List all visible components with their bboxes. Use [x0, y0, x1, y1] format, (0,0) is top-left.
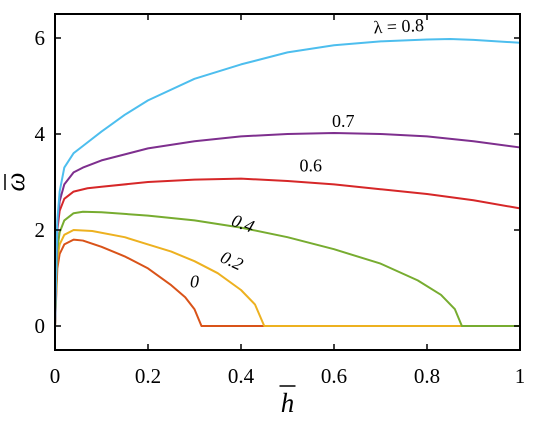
series-line-4 [54, 132, 521, 327]
curves [54, 37, 521, 327]
axis-ticks [54, 14, 521, 350]
curve-label: 0.4 [229, 210, 257, 236]
curve-label: 0.6 [300, 155, 323, 175]
x-tick-label: 0.4 [228, 364, 255, 388]
y-tick-label: 6 [35, 26, 46, 50]
series-line-1 [54, 229, 521, 327]
curve-labels: λ = 0.8 0.7 0.6 0.4 0.2 0 [190, 15, 424, 292]
curve-label: 0.7 [332, 111, 355, 131]
series-line-5 [54, 37, 521, 327]
x-axis-title: h [281, 388, 295, 418]
x-tick-label: 1 [515, 364, 526, 388]
curve-label: 0 [190, 272, 199, 292]
curve-label: 0.2 [217, 247, 246, 275]
y-tick-label: 0 [35, 314, 46, 338]
series-line-2 [54, 210, 521, 327]
x-tick-label: 0 [50, 364, 61, 388]
tick-labels: 0 0.2 0.4 0.6 0.8 1 0 2 4 6 [35, 26, 526, 388]
series-line-3 [54, 177, 521, 327]
x-tick-label: 0.6 [321, 364, 347, 388]
series-line-0 [54, 238, 521, 327]
curve-label: λ = 0.8 [373, 15, 424, 38]
axis-titles: hω [0, 172, 296, 418]
y-tick-label: 2 [35, 218, 46, 242]
x-tick-label: 0.8 [414, 364, 440, 388]
x-tick-label: 0.2 [135, 364, 161, 388]
y-tick-label: 4 [35, 122, 46, 146]
plot-frame [54, 13, 521, 351]
y-axis-title: ω [0, 172, 30, 191]
